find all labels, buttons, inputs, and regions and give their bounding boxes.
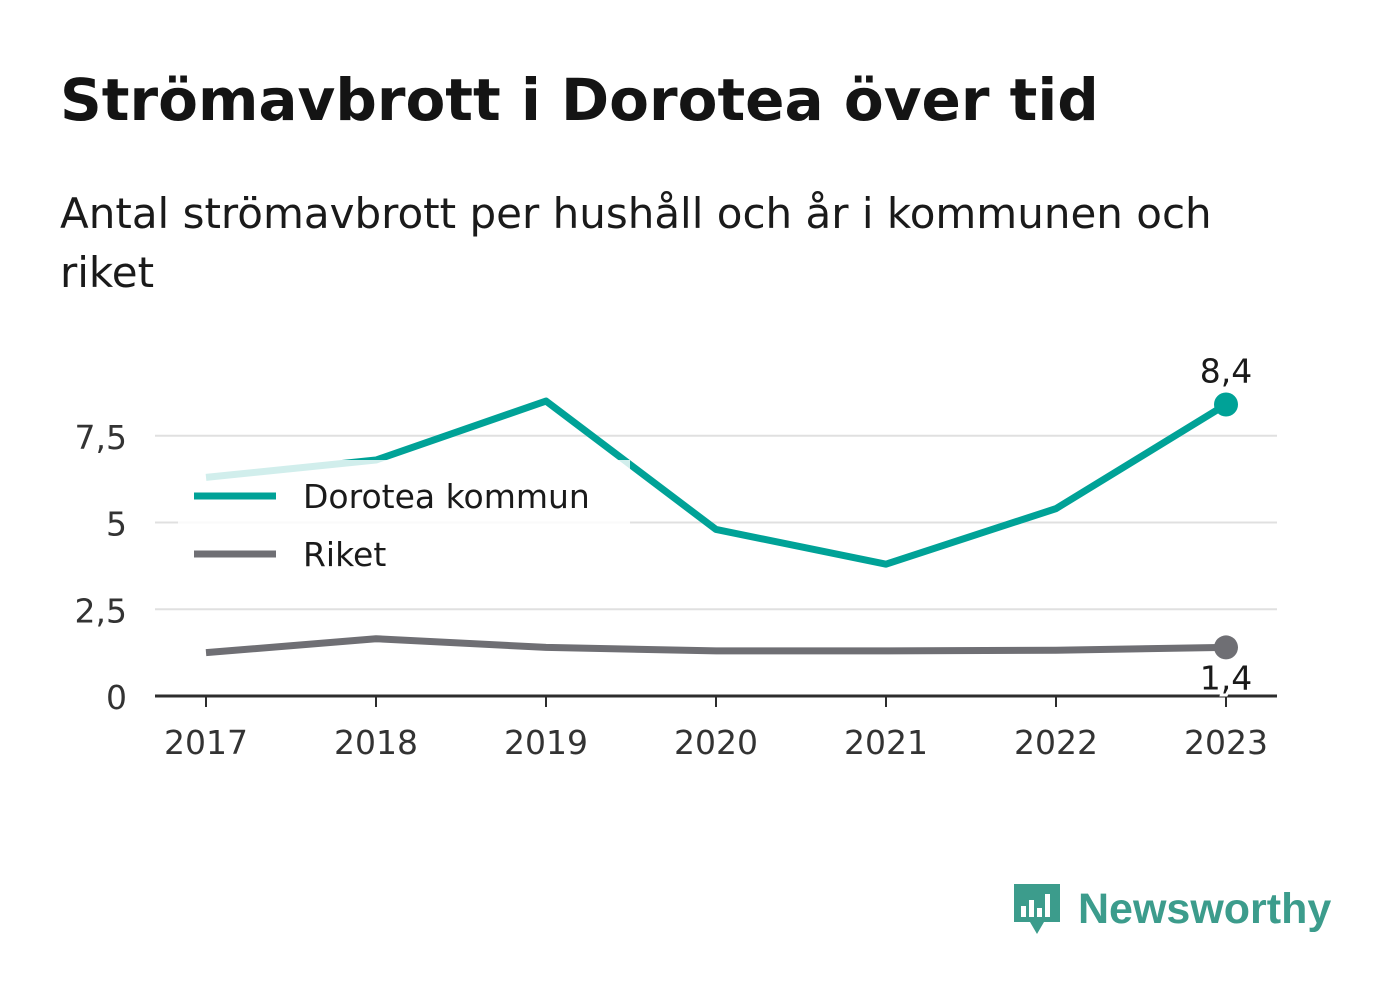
legend-background <box>178 460 630 578</box>
legend-label: Riket <box>303 535 386 574</box>
x-tick-label: 2022 <box>1014 723 1098 762</box>
x-tick-label: 2023 <box>1184 723 1268 762</box>
x-tick-label: 2018 <box>334 723 418 762</box>
y-tick-label: 0 <box>106 678 127 717</box>
newsworthy-brand: Newsworthy <box>1010 878 1331 940</box>
legend: Dorotea kommun Riket <box>178 460 630 578</box>
x-tick-label: 2017 <box>164 723 248 762</box>
chart-title: Strömavbrott i Dorotea över tid <box>60 66 1099 134</box>
x-tick-label: 2020 <box>674 723 758 762</box>
newsworthy-logo-icon <box>1014 884 1060 934</box>
x-tick-label: 2021 <box>844 723 928 762</box>
chart-subtitle: Antal strömavbrott per hushåll och år i … <box>60 189 1212 297</box>
y-tick-label: 5 <box>106 505 127 544</box>
brand-name: Newsworthy <box>1078 884 1332 933</box>
series-line <box>205 635 1227 657</box>
series-end-point <box>1214 635 1238 660</box>
x-tick-label: 2019 <box>504 723 588 762</box>
y-axis-ticks: 0 2,5 5 7,5 <box>75 418 127 717</box>
series-end-label: 8,4 <box>1200 352 1252 391</box>
legend-label: Dorotea kommun <box>303 477 590 516</box>
line-chart: 0 2,5 5 7,5 2017 2018 2019 2020 2021 2022 2023 Do… <box>75 352 1277 762</box>
series-end-point <box>1214 392 1238 417</box>
y-tick-label: 7,5 <box>75 418 127 457</box>
end-labels: 8,4 1,4 <box>1197 352 1255 701</box>
y-tick-label: 2,5 <box>75 591 127 630</box>
series-end-label: 1,4 <box>1200 658 1252 697</box>
x-axis-ticks: 2017 2018 2019 2020 2021 2022 2023 <box>164 696 1268 762</box>
